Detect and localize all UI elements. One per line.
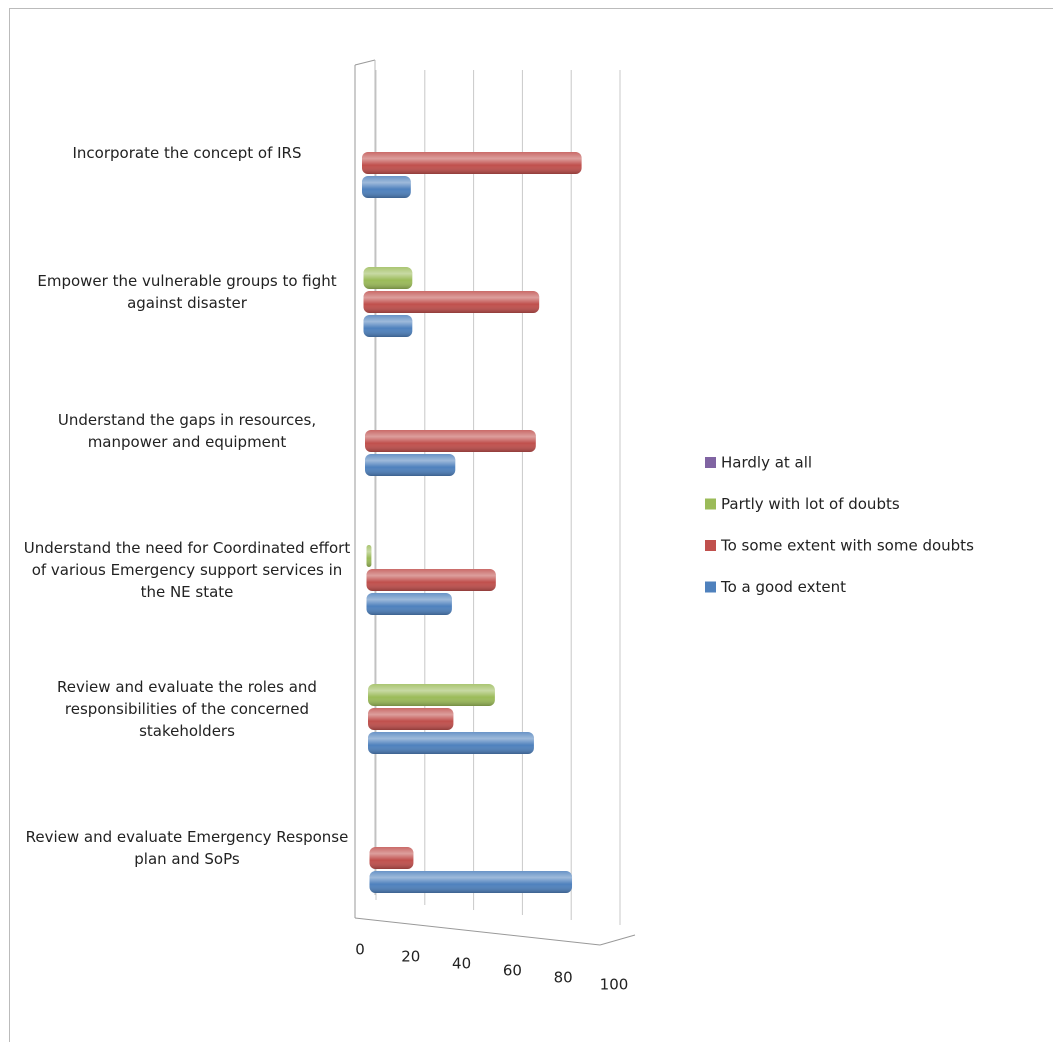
axis-wall — [354, 59, 376, 66]
bar-shine — [368, 684, 495, 706]
category-label: Empower the vulnerable groups to fight a… — [37, 272, 337, 312]
x-tick-label: 0 — [355, 941, 365, 959]
bar-shine — [362, 176, 411, 198]
bar-shine — [362, 152, 582, 174]
bar-shine — [368, 708, 454, 730]
legend-swatch — [705, 540, 716, 551]
legend-label: To a good extent — [720, 578, 846, 596]
x-tick-label: 20 — [401, 948, 420, 966]
legend-label: To some extent with some doubts — [720, 537, 974, 555]
bar-shine — [363, 315, 413, 337]
bar-shine — [369, 847, 414, 869]
bar-shine — [369, 871, 573, 893]
bar-shine — [366, 593, 452, 615]
axis-floor — [599, 934, 636, 946]
bar-shine — [366, 545, 372, 567]
legend-label: Hardly at all — [721, 454, 812, 472]
legend-swatch — [705, 581, 716, 593]
frame — [9, 8, 1053, 1042]
legend-label: Partly with lot of doubts — [721, 495, 900, 513]
bar-shine — [368, 732, 534, 754]
axis-floor — [354, 917, 601, 946]
bar-shine — [366, 569, 496, 591]
bar-shine — [365, 454, 456, 476]
x-tick-label: 60 — [503, 962, 522, 980]
x-tick-label: 40 — [452, 955, 471, 973]
category-label: Understand the need for Coordinated effo… — [23, 539, 351, 601]
bar-shine — [363, 291, 540, 313]
category-label: Review and evaluate the roles and respon… — [57, 678, 317, 740]
bar-shine — [365, 430, 536, 452]
category-label: Incorporate the concept of IRS — [72, 144, 302, 162]
category-label: Understand the gaps in resources, manpow… — [57, 411, 317, 451]
category-label: Review and evaluate Emergency Response p… — [25, 828, 349, 868]
legend-swatch — [705, 498, 716, 510]
legend-swatch — [705, 457, 716, 468]
x-tick-label: 80 — [554, 969, 573, 987]
x-tick-label: 100 — [600, 976, 629, 994]
bar-shine — [363, 267, 413, 289]
